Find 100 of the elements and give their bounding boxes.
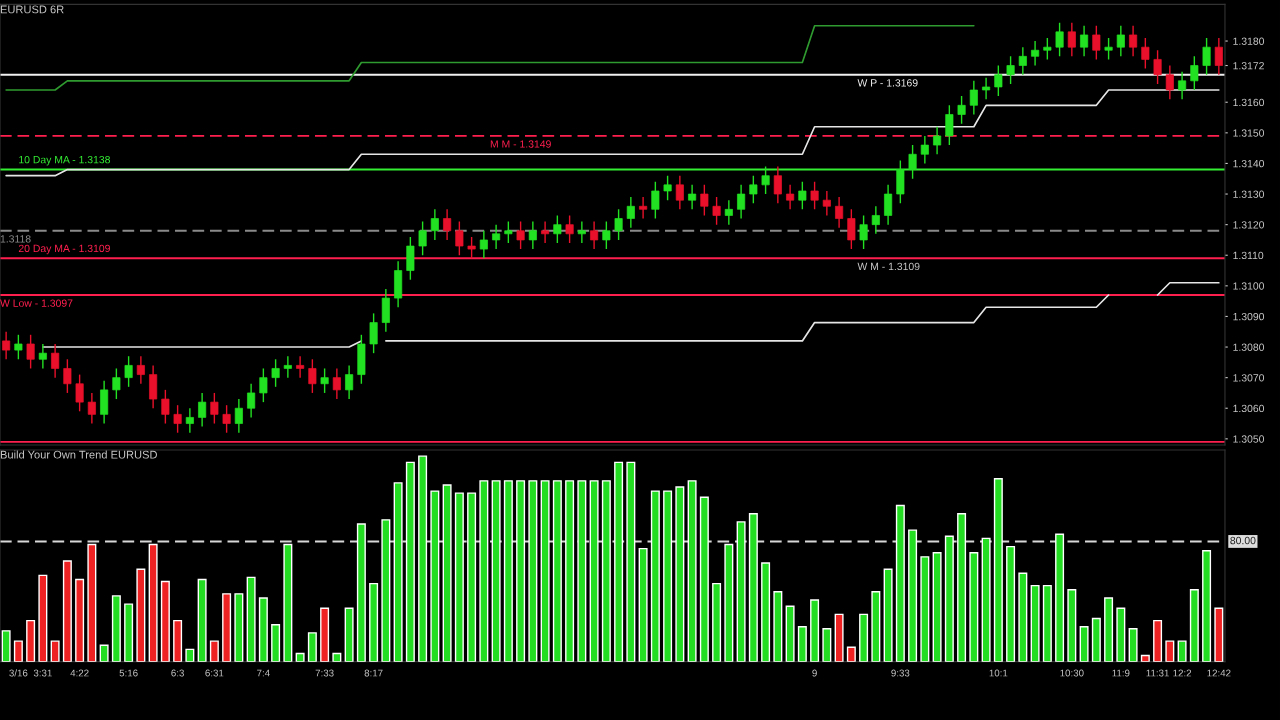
candlestick: [835, 196, 844, 229]
bar: [1153, 619, 1163, 662]
y-tick-label: 1.3140: [1233, 159, 1265, 168]
x-tick-label: 8:17: [364, 669, 383, 677]
bar: [1214, 607, 1224, 662]
candlestick: [1055, 21, 1064, 58]
ref-line-label: M M - 1.3149: [490, 140, 551, 148]
bar: [136, 568, 146, 662]
candlestick: [14, 334, 23, 360]
candlestick: [26, 334, 35, 370]
candlestick: [761, 165, 770, 195]
ref-line-label: W Low - 1.3097: [0, 299, 73, 307]
candlestick: [185, 407, 194, 434]
candlestick: [639, 196, 648, 220]
bar: [822, 628, 832, 662]
bar: [222, 593, 232, 662]
candlestick: [198, 392, 207, 428]
x-tick-label: 9: [812, 669, 817, 677]
bar: [663, 490, 673, 662]
ref-line-label: 1.3118: [0, 235, 31, 243]
bar: [430, 490, 440, 662]
candlestick: [320, 367, 329, 394]
x-tick-label: 12:42: [1207, 669, 1231, 677]
candlestick: [479, 230, 488, 259]
bar: [614, 461, 624, 662]
x-tick-label: 11:31: [1146, 669, 1169, 677]
candlestick: [528, 220, 537, 250]
bar: [479, 480, 489, 662]
bar: [712, 582, 722, 662]
y-tick-label: 1.3110: [1233, 251, 1264, 260]
bar: [418, 455, 428, 662]
bar: [871, 591, 881, 662]
bar: [209, 640, 219, 662]
bar: [932, 552, 942, 662]
candlestick: [87, 392, 96, 425]
bar: [748, 513, 758, 662]
y-tick-label: 1.3070: [1233, 374, 1265, 382]
bar: [332, 652, 342, 662]
bar: [552, 480, 562, 662]
candlestick: [1031, 40, 1040, 67]
candlestick: [259, 367, 268, 403]
candlestick: [969, 80, 978, 116]
bar: [601, 480, 611, 662]
bar: [369, 582, 379, 662]
bar: [895, 504, 905, 662]
candlestick: [492, 223, 501, 250]
candlestick: [51, 343, 60, 379]
candlestick: [786, 184, 795, 211]
candlestick: [124, 355, 133, 388]
bar: [13, 640, 23, 662]
candlestick: [1214, 37, 1223, 76]
candlestick: [884, 184, 893, 226]
candlestick: [920, 135, 929, 165]
x-tick-label: 11:9: [1112, 669, 1130, 677]
bar: [197, 578, 207, 662]
bar: [283, 543, 293, 662]
bar: [124, 603, 134, 662]
x-tick-label: 3/16: [9, 669, 28, 677]
bar: [320, 607, 330, 662]
bar: [99, 644, 109, 662]
candlestick: [455, 220, 464, 256]
candlestick: [63, 358, 72, 394]
bar: [1140, 654, 1150, 662]
bar: [258, 597, 268, 662]
x-tick-label: 6:31: [205, 669, 224, 677]
candlestick: [467, 236, 476, 259]
candlestick: [1067, 21, 1076, 58]
candlestick: [2, 331, 11, 360]
candlestick: [663, 174, 672, 201]
candlestick: [136, 355, 145, 385]
bar: [981, 537, 991, 662]
candlestick: [749, 174, 758, 204]
bar: [944, 535, 954, 662]
candlestick: [1178, 70, 1187, 100]
bar: [1189, 589, 1199, 662]
candlestick: [234, 398, 243, 434]
bar: [920, 556, 930, 662]
x-tick-label: 7:4: [257, 669, 270, 677]
candlestick: [675, 174, 684, 211]
bar: [111, 595, 121, 662]
bar: [381, 519, 391, 662]
candlestick: [308, 358, 317, 394]
y-tick-label: 1.3172: [1233, 62, 1264, 70]
bar: [810, 599, 820, 662]
bar: [957, 513, 967, 662]
y-tick-label: 1.3160: [1233, 98, 1265, 107]
candlestick: [565, 214, 574, 244]
bar: [736, 521, 746, 662]
candlestick: [1202, 37, 1211, 76]
bar: [50, 640, 60, 662]
candlestick: [541, 220, 550, 244]
line-series: [5, 24, 975, 91]
bar: [26, 619, 36, 662]
y-tick-label: 1.3060: [1233, 404, 1265, 413]
bar: [589, 480, 599, 662]
bar: [834, 613, 844, 662]
candlestick: [1006, 55, 1015, 85]
candlestick: [700, 184, 709, 217]
bar: [405, 461, 415, 662]
candlestick: [626, 196, 635, 229]
